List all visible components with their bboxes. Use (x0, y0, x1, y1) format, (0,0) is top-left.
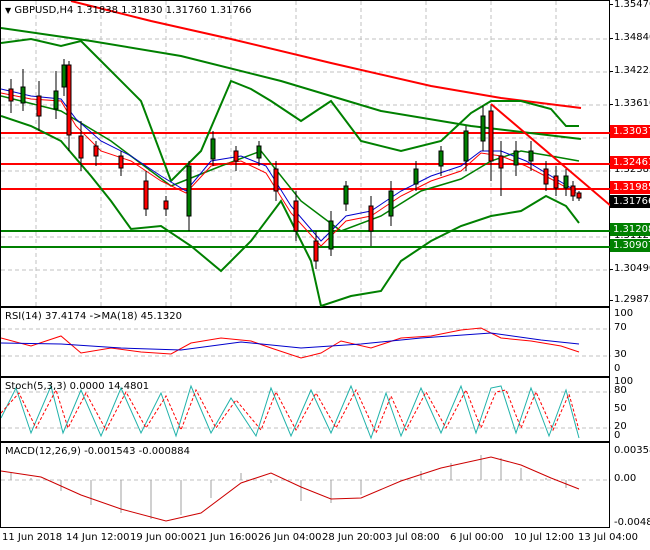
macd-panel[interactable]: MACD(12,26,9) -0.001543 -0.000884 (0, 442, 611, 528)
tick: 0 (614, 363, 621, 374)
chart-title: ▼ GBPUSD,H4 1.31838 1.31830 1.31760 1.31… (5, 5, 252, 16)
trendline (490, 103, 611, 207)
tick: 1.29875 (614, 294, 650, 305)
triangle-down-icon[interactable]: ▼ (5, 6, 12, 15)
level-tag-support: 1.30907 (610, 239, 650, 252)
time-label: 14 Jun 12:00 (66, 532, 130, 543)
tick: 30 (614, 349, 627, 360)
rsi-panel[interactable]: RSI(14) 37.4174 ->MA(18) 45.1320 (0, 307, 611, 377)
level-tag-resistance: 1.31985 (610, 181, 650, 194)
time-label: 28 Jun 20:00 (322, 532, 386, 543)
tick: 100 (614, 376, 634, 387)
candles (8, 59, 582, 269)
time-axis: 11 Jun 2018 14 Jun 12:00 19 Jun 00:00 21… (0, 528, 650, 550)
time-label: 6 Jul 00:00 (450, 532, 504, 543)
tick: 20 (614, 421, 627, 432)
time-label: 3 Jul 08:00 (386, 532, 440, 543)
macd-axis: 0.00358 0.00 -0.004828 (610, 442, 650, 528)
level-tag-support: 1.31208 (610, 223, 650, 236)
time-label: 10 Jul 12:00 (514, 532, 574, 543)
tick: 1.33610 (614, 98, 650, 109)
current-price-tag: 1.31766 (610, 195, 650, 208)
tick: 1.30490 (614, 263, 650, 274)
tick: -0.004828 (614, 517, 650, 528)
tick: 1.34840 (614, 32, 650, 43)
tick: 80 (614, 385, 627, 396)
time-label: 13 Jul 04:00 (578, 532, 638, 543)
time-label: 19 Jun 00:00 (130, 532, 194, 543)
tick: 50 (614, 403, 627, 414)
rsi-label: RSI(14) 37.4174 ->MA(18) 45.1320 (5, 311, 182, 322)
stoch-chart (1, 384, 611, 440)
stoch-panel[interactable]: Stoch(5,3,3) 0.0000 14.4801 (0, 377, 611, 442)
ohlc-values: 1.31838 1.31830 1.31760 1.31766 (76, 5, 252, 16)
stoch-axis: 100 80 50 20 0 (610, 377, 650, 442)
macd-label: MACD(12,26,9) -0.001543 -0.000884 (5, 446, 190, 457)
tick: 0.00358 (614, 445, 650, 456)
tick: 0.00 (614, 473, 637, 484)
tick: 1.35470 (614, 0, 650, 10)
symbol-label: GBPUSD,H4 (14, 5, 74, 16)
price-panel[interactable]: ▼ GBPUSD,H4 1.31838 1.31830 1.31760 1.31… (0, 0, 611, 308)
tick: 70 (614, 322, 627, 333)
stoch-label: Stoch(5,3,3) 0.0000 14.4801 (5, 381, 150, 392)
tick: 100 (614, 308, 634, 319)
tick: 0 (614, 430, 621, 441)
level-tag-resistance: 1.33037 (610, 125, 650, 138)
tick: 1.34225 (614, 65, 650, 76)
time-label: 26 Jun 04:00 (258, 532, 322, 543)
rsi-chart (1, 327, 611, 359)
tick: 1.32385 (614, 164, 650, 175)
macd-chart (1, 455, 611, 522)
time-label: 21 Jun 16:00 (194, 532, 258, 543)
time-label: 11 Jun 2018 (2, 532, 63, 543)
price-axis: 1.35470 1.34840 1.34225 1.33610 1.32385 … (610, 0, 650, 307)
rsi-axis: 100 70 30 0 (610, 307, 650, 377)
price-chart (1, 1, 611, 308)
